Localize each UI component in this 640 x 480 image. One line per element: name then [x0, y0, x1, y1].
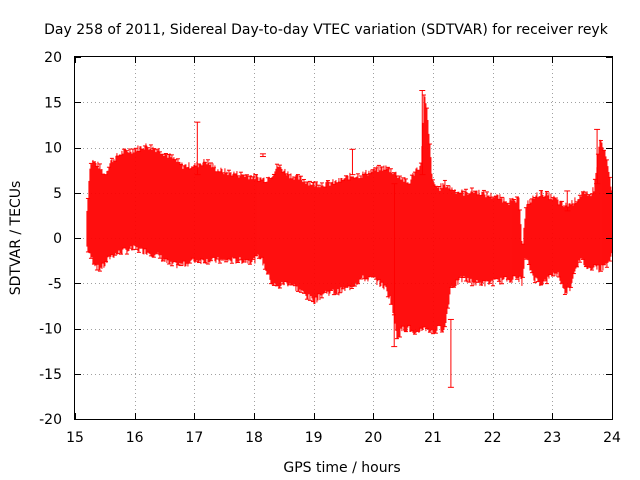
error-bar-band: [85, 94, 613, 340]
y-tick-label: -20: [39, 412, 62, 428]
outlier-error-bar: [447, 318, 454, 388]
y-tick-label: 10: [44, 141, 62, 157]
outlier-error-bar: [349, 148, 356, 176]
x-tick-label: 22: [484, 430, 502, 446]
y-tick-label: 15: [44, 95, 62, 111]
y-tick-label: 5: [53, 186, 62, 202]
outlier-error-bar: [419, 89, 426, 176]
x-tick-label: 20: [364, 430, 382, 446]
x-tick-label: 24: [603, 430, 621, 446]
x-tick-label: 18: [245, 430, 263, 446]
outlier-error-bar: [594, 128, 601, 185]
outlier-error-bar: [564, 190, 571, 212]
data-series: [85, 89, 613, 388]
x-tick-label: 19: [305, 430, 323, 446]
x-tick-label: 16: [126, 430, 144, 446]
chart-title: Day 258 of 2011, Sidereal Day-to-day VTE…: [44, 22, 609, 38]
y-tick-label: -15: [39, 367, 62, 383]
outlier-error-bar: [391, 183, 398, 348]
y-axis: -20 -15 -10 -5 0 5 10 15 20: [39, 50, 612, 428]
y-tick-label: 0: [53, 231, 62, 247]
x-tick-label: 23: [543, 430, 561, 446]
y-tick-label: 20: [44, 50, 62, 66]
x-tick-label: 17: [185, 430, 203, 446]
x-axis-label: GPS time / hours: [283, 460, 400, 476]
outlier-error-bar: [259, 153, 266, 158]
y-tick-label: -5: [48, 276, 62, 292]
y-axis-label: SDTVAR / TECUs: [8, 181, 24, 296]
y-tick-label: -10: [39, 322, 62, 338]
outlier-error-bar: [194, 121, 201, 176]
x-tick-label: 21: [424, 430, 442, 446]
x-tick-label: 15: [66, 430, 84, 446]
x-axis: 15 16 17 18 19 20 21 22 23 24: [66, 57, 621, 446]
plot-frame: [74, 56, 613, 420]
